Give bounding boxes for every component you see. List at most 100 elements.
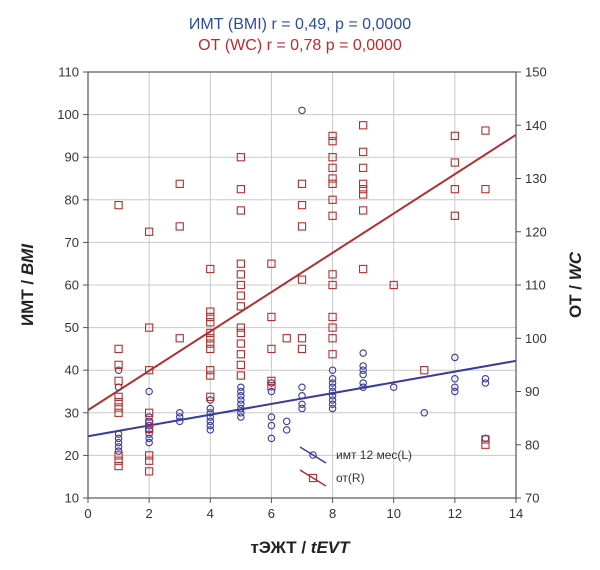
data-point-bmi [328, 383, 337, 391]
data-point-bmi [359, 366, 367, 374]
x-axis-title-italic: tEVT [310, 538, 350, 557]
data-point-wc [328, 280, 337, 290]
data-point-wc [358, 185, 368, 194]
data-point-wc [328, 334, 337, 343]
data-point-wc [114, 397, 123, 407]
y-left-tick-label: 90 [65, 150, 79, 165]
legend-line-bmi [299, 446, 327, 464]
data-point-wc [236, 371, 246, 380]
data-point-wc [175, 179, 184, 188]
data-point-wc [114, 461, 123, 471]
data-point-wc [236, 280, 246, 290]
points-layer [114, 106, 490, 476]
data-point-bmi [451, 353, 459, 362]
data-point-wc [358, 179, 368, 188]
data-point-wc [114, 392, 123, 401]
legend-line-wc [299, 469, 327, 487]
x-tick-label: 10 [386, 506, 400, 521]
data-point-wc [328, 163, 337, 172]
data-point-wc [175, 334, 184, 343]
data-point-wc [358, 163, 368, 172]
data-point-wc [144, 451, 154, 460]
data-point-bmi [237, 387, 245, 396]
data-point-bmi [206, 426, 215, 434]
data-point-wc [236, 339, 246, 348]
chart-subtitle-bmi: ИМТ (BMI) r = 0,49, p = 0,0000 [188, 16, 412, 33]
y-left-tick-label: 100 [57, 107, 79, 122]
x-tick-label: 2 [146, 506, 153, 521]
data-point-wc [175, 222, 184, 231]
y-right-tick-label: 150 [525, 65, 547, 80]
data-point-wc [297, 179, 307, 188]
x-tick-label: 4 [207, 506, 214, 521]
trendline [87, 133, 517, 411]
data-point-wc [114, 360, 123, 370]
data-point-wc [206, 334, 215, 343]
x-axis-title-main: тЭЖТ / [250, 538, 311, 557]
y-left-tick-label: 10 [65, 491, 79, 506]
data-point-wc [236, 270, 246, 279]
data-point-wc [236, 323, 246, 332]
data-point-wc [144, 366, 154, 375]
data-point-bmi [359, 362, 367, 370]
data-point-bmi [328, 374, 337, 383]
x-tick-label: 0 [84, 506, 91, 521]
chart-subtitle-wc: ОТ (WC) r = 0,78 p = 0,0000 [198, 37, 402, 54]
data-point-bmi [420, 409, 429, 417]
data-point-bmi [114, 438, 123, 447]
data-point-bmi [114, 430, 123, 438]
y-left-tick-label: 50 [65, 320, 79, 335]
data-point-wc [420, 366, 429, 375]
y-axis-right-title-main: ОТ / [566, 280, 585, 319]
data-point-wc [114, 456, 123, 465]
y-right-tick-label: 100 [525, 331, 547, 346]
data-point-wc [358, 121, 368, 130]
data-point-bmi [145, 430, 153, 438]
data-point-bmi [114, 443, 123, 451]
y-right-tick-label: 80 [525, 437, 539, 452]
data-point-bmi [298, 383, 306, 391]
data-point-wc [328, 174, 337, 183]
data-point-wc [114, 344, 123, 354]
data-point-wc [481, 126, 490, 135]
y-axis-right-title-italic: WC [566, 251, 585, 281]
data-point-bmi [206, 417, 215, 426]
data-point-bmi [328, 387, 337, 396]
data-point-wc [450, 131, 460, 141]
y-left-tick-label: 60 [65, 278, 79, 293]
y-right-tick-label: 140 [525, 118, 547, 133]
data-point-bmi [206, 404, 215, 413]
data-point-wc [144, 419, 154, 428]
data-point-wc [297, 344, 307, 354]
data-point-wc [206, 344, 215, 354]
legend-marker-wc [308, 473, 318, 483]
data-point-bmi [237, 404, 245, 413]
data-point-wc [236, 206, 246, 215]
data-point-wc [114, 376, 123, 385]
legend: имт 12 мес(L) от(R) [299, 446, 412, 487]
data-point-wc [297, 334, 307, 343]
data-point-wc [267, 344, 276, 354]
data-point-wc [114, 200, 123, 210]
data-point-wc [267, 376, 276, 385]
y-axis-left-title-italic: BMI [18, 243, 37, 276]
y-right-tick-label: 90 [525, 384, 539, 399]
data-point-wc [206, 339, 215, 348]
data-point-bmi [359, 379, 367, 387]
data-point-wc [236, 153, 246, 162]
data-point-wc [282, 334, 291, 343]
data-point-bmi [267, 413, 276, 421]
data-point-wc [144, 467, 154, 476]
y-axis-left-title-main: ИМТ / [18, 275, 37, 327]
data-point-bmi [328, 379, 337, 387]
data-point-wc [236, 360, 246, 370]
data-point-bmi [328, 392, 337, 400]
data-point-bmi [237, 400, 245, 409]
data-point-bmi [175, 409, 184, 417]
data-point-wc [450, 211, 460, 220]
data-point-wc [297, 222, 307, 231]
data-point-bmi [206, 409, 215, 417]
data-point-wc [267, 259, 276, 268]
data-point-wc [328, 211, 337, 220]
